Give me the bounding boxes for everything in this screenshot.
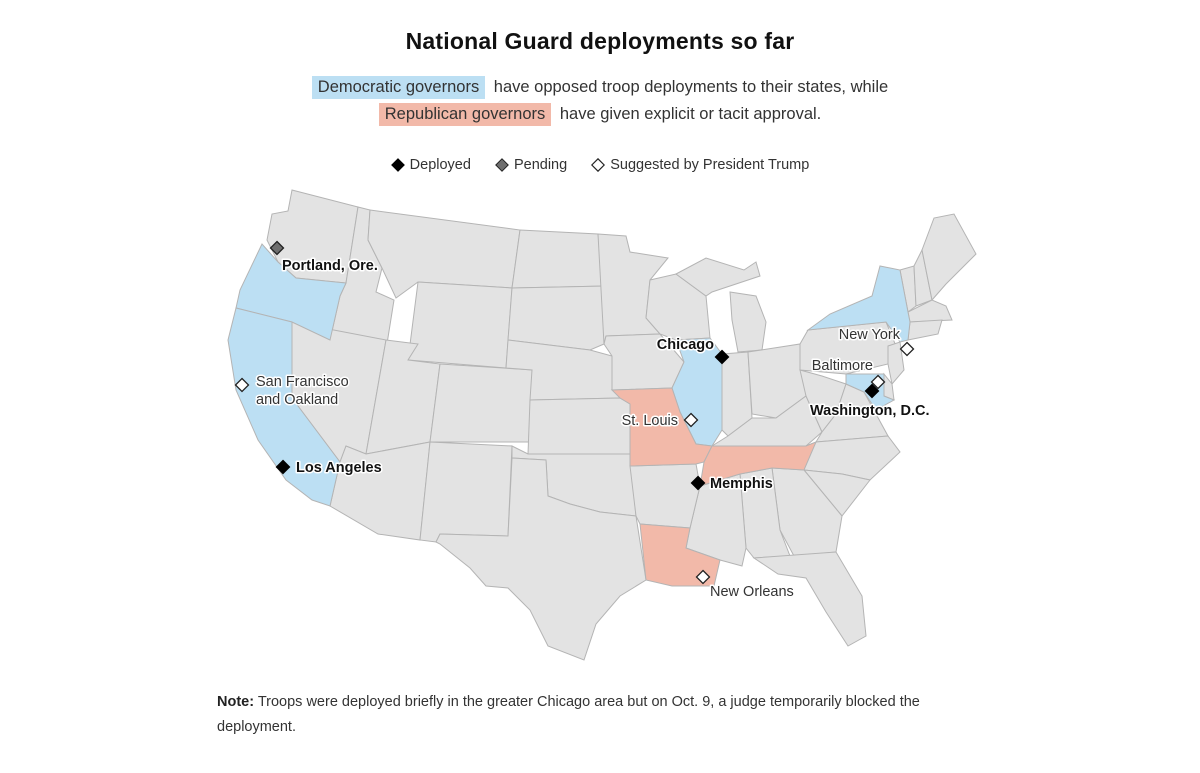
legend-pending-label: Pending xyxy=(513,157,568,173)
state-michigan-upper xyxy=(675,257,761,297)
label-new-york: New York xyxy=(839,327,901,343)
map-legend: Deployed Pending Suggested by President … xyxy=(0,157,1200,176)
state-tennessee xyxy=(699,441,817,487)
marker-chicago xyxy=(714,349,730,365)
state-kentucky xyxy=(710,395,823,447)
subtitle-dem-text: have opposed troop deployments to their … xyxy=(493,78,889,96)
pending-diamond-icon xyxy=(495,158,509,172)
marker-portland-ore xyxy=(269,240,285,256)
state-florida xyxy=(752,551,867,647)
state-north-dakota xyxy=(511,229,607,289)
label-san-francisco-and-oakland: San Francisco and Oakland xyxy=(256,374,349,408)
marker-los-angeles xyxy=(275,459,291,475)
state-new-mexico xyxy=(419,441,513,543)
states-layer xyxy=(227,189,977,661)
state-new-york xyxy=(806,265,911,343)
label-memphis: Memphis xyxy=(710,476,773,492)
legend-pending: Pending xyxy=(495,157,567,173)
state-arkansas xyxy=(629,463,701,529)
legend-deployed: Deployed xyxy=(390,157,471,173)
state-wyoming xyxy=(407,281,513,369)
label-st-louis: St. Louis xyxy=(622,413,678,429)
label-baltimore: Baltimore xyxy=(812,358,873,374)
state-maine xyxy=(921,213,977,302)
us-map: San Francisco and Oakland St. Louis New Orl… xyxy=(227,189,977,661)
footnote: Note: Troops were deployed briefly in th… xyxy=(217,690,937,740)
state-oregon xyxy=(235,243,347,341)
legend-suggested-label: Suggested by President Trump xyxy=(610,157,810,173)
label-washington-d-c: Washington, D.C. xyxy=(810,403,929,419)
marker-new-orleans xyxy=(695,569,711,585)
label-portland-ore: Portland, Ore. xyxy=(282,258,378,274)
label-los-angeles: Los Angeles xyxy=(296,460,382,476)
state-michigan-lower xyxy=(729,291,767,353)
state-louisiana xyxy=(639,523,721,587)
legend-suggested: Suggested by President Trump xyxy=(591,157,809,173)
page-title: National Guard deployments so far xyxy=(405,28,795,54)
state-south-dakota xyxy=(507,285,607,351)
marker-baltimore xyxy=(870,374,886,390)
marker-memphis xyxy=(690,475,706,491)
subtitle-rep-text: have given explicit or tacit approval. xyxy=(559,105,822,123)
deployed-diamond-icon xyxy=(390,158,405,172)
note-label: Note: xyxy=(217,694,255,710)
state-kansas xyxy=(527,397,631,455)
state-california xyxy=(227,307,341,507)
marker-washington-d-c xyxy=(864,383,880,399)
labels-layer: San Francisco and Oakland St. Louis New Orl… xyxy=(255,257,931,602)
republican-governors-highlight: Republican governors xyxy=(378,103,552,126)
subtitle-line-1: Democratic governors have opposed troop … xyxy=(0,76,1200,99)
suggested-diamond-icon xyxy=(591,158,606,172)
marker-san-francisco-and-oakland xyxy=(234,377,250,393)
label-new-orleans: New Orleans xyxy=(710,584,794,600)
marker-st-louis xyxy=(683,412,699,428)
legend-deployed-label: Deployed xyxy=(409,157,471,173)
note-text: Troops were deployed briefly in the grea… xyxy=(217,694,920,735)
subtitle-line-2: Republican governors have given explicit… xyxy=(0,103,1200,126)
state-new-jersey xyxy=(887,341,905,386)
markers-layer xyxy=(234,240,915,585)
state-connecticut-ri xyxy=(907,319,943,341)
label-chicago: Chicago xyxy=(657,337,714,353)
marker-new-york xyxy=(899,341,915,357)
state-colorado xyxy=(429,363,535,443)
state-arizona xyxy=(329,441,431,541)
democratic-governors-highlight: Democratic governors xyxy=(311,76,486,99)
state-texas xyxy=(435,457,647,661)
